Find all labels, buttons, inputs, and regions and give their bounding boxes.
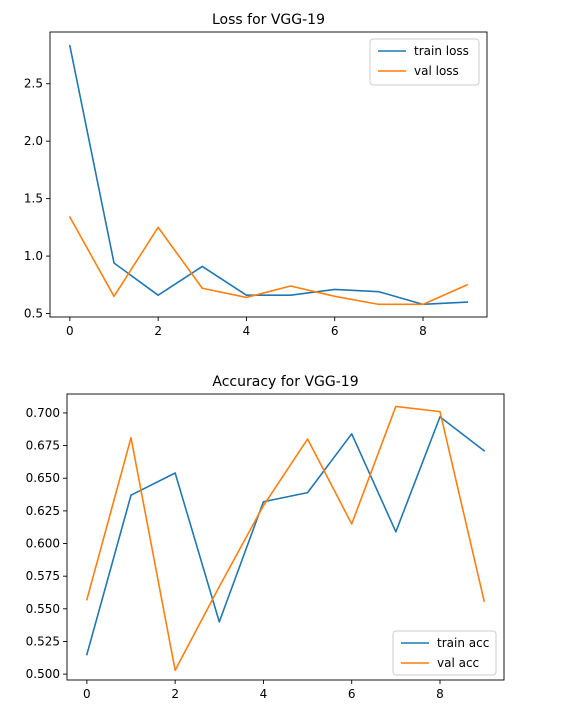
accuracy-x-tick-label: 6: [348, 687, 356, 701]
accuracy-chart: Accuracy for VGG-19 0 2 4 6 8 0.500 0.525 0.550 0…: [26, 374, 505, 701]
accuracy-y-tick-label: 0.625: [26, 504, 60, 518]
accuracy-series-line-val-acc: [85, 405, 486, 672]
accuracy-axes-frame: [66, 393, 505, 681]
accuracy-legend-label-train-acc: train acc: [437, 636, 489, 650]
loss-y-tick-label: 1.0: [24, 249, 43, 263]
loss-x-tick-label: 8: [419, 324, 427, 338]
accuracy-x-tick-label: 4: [260, 687, 268, 701]
loss-y-tick-label: 0.5: [24, 307, 43, 321]
loss-series-line-train-loss: [68, 44, 468, 306]
loss-y-tick-label: 1.5: [24, 192, 43, 206]
accuracy-legend-box: [392, 630, 497, 676]
accuracy-y-tick-label: 0.700: [26, 406, 60, 420]
loss-chart-title: Loss for VGG-19: [212, 12, 325, 28]
loss-x-tick-label: 0: [66, 324, 74, 338]
accuracy-y-tick-label: 0.600: [26, 537, 60, 551]
loss-chart: Loss for VGG-19 0 2 4 6 8 0.5 1.0 1.5 2.0 2.5 train…: [24, 12, 488, 338]
loss-legend-label-val-loss: val loss: [414, 64, 459, 78]
loss-x-tick-label: 4: [243, 324, 251, 338]
accuracy-series-line-train-acc: [85, 416, 486, 656]
loss-legend-label-train-loss: train loss: [414, 44, 469, 58]
loss-y-tick-label: 2.0: [24, 134, 43, 148]
loss-legend: train loss val loss: [369, 38, 480, 86]
loss-y-tick-label: 2.5: [24, 77, 43, 91]
accuracy-chart-title: Accuracy for VGG-19: [212, 374, 358, 390]
accuracy-x-tick-label: 0: [83, 687, 91, 701]
accuracy-y-tick-label: 0.675: [26, 439, 60, 453]
loss-axes-frame: [49, 31, 488, 318]
loss-x-tick-label: 6: [331, 324, 339, 338]
accuracy-y-tick-label: 0.550: [26, 602, 60, 616]
loss-series-line-val-loss: [68, 215, 469, 306]
accuracy-y-tick-label: 0.525: [26, 634, 60, 648]
accuracy-x-tick-label: 8: [436, 687, 444, 701]
accuracy-y-tick-label: 0.575: [26, 569, 60, 583]
loss-x-tick-label: 2: [154, 324, 162, 338]
accuracy-legend: train acc val acc: [392, 630, 497, 676]
accuracy-y-tick-label: 0.650: [26, 471, 60, 485]
accuracy-y-tick-label: 0.500: [26, 667, 60, 681]
accuracy-x-tick-label: 2: [171, 687, 179, 701]
accuracy-legend-label-val-acc: val acc: [437, 656, 479, 670]
